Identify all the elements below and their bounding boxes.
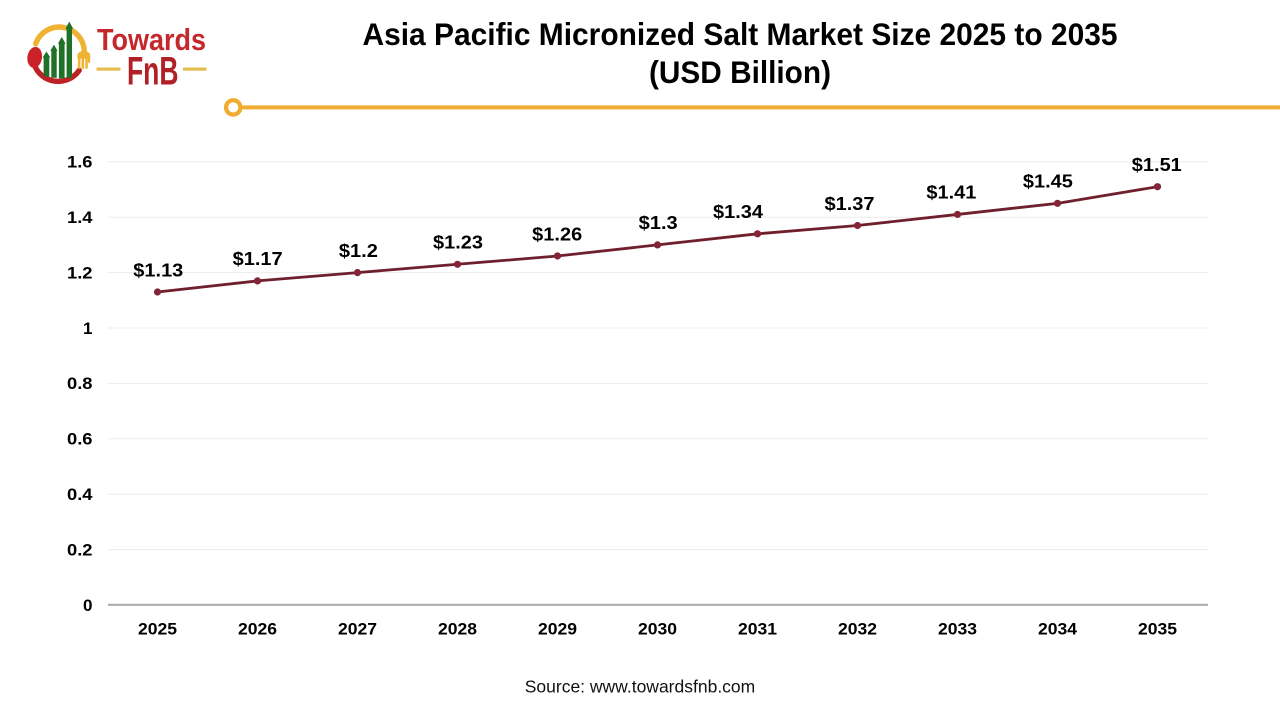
svg-text:$1.2: $1.2 — [339, 241, 378, 261]
svg-text:Source: www.towardsfnb.com: Source: www.towardsfnb.com — [525, 677, 756, 697]
svg-text:2029: 2029 — [538, 620, 577, 639]
svg-text:1.4: 1.4 — [67, 208, 93, 227]
svg-text:2026: 2026 — [238, 620, 277, 639]
svg-text:2034: 2034 — [1038, 620, 1078, 639]
svg-text:2035: 2035 — [1138, 620, 1177, 639]
svg-text:$1.17: $1.17 — [233, 249, 283, 269]
svg-text:$1.26: $1.26 — [532, 224, 582, 244]
svg-text:1: 1 — [83, 319, 92, 338]
svg-text:2032: 2032 — [838, 620, 877, 639]
svg-text:2033: 2033 — [938, 620, 977, 639]
svg-text:2028: 2028 — [438, 620, 477, 639]
svg-text:0: 0 — [83, 596, 92, 615]
svg-text:Towards: Towards — [97, 22, 206, 57]
svg-text:FnB: FnB — [127, 49, 179, 93]
svg-text:0.6: 0.6 — [67, 430, 93, 449]
svg-text:$1.34: $1.34 — [713, 202, 763, 222]
svg-text:(USD Billion): (USD Billion) — [649, 54, 831, 90]
svg-text:$1.45: $1.45 — [1023, 172, 1073, 192]
svg-text:$1.3: $1.3 — [639, 213, 678, 233]
svg-text:Asia Pacific Micronized Salt M: Asia Pacific Micronized Salt Market Size… — [363, 16, 1118, 52]
svg-text:2030: 2030 — [638, 620, 677, 639]
svg-text:0.8: 0.8 — [67, 374, 93, 393]
svg-text:0.2: 0.2 — [67, 540, 93, 559]
svg-text:1.2: 1.2 — [67, 263, 93, 282]
svg-text:2031: 2031 — [738, 620, 777, 639]
svg-text:$1.51: $1.51 — [1132, 155, 1182, 175]
svg-text:0.4: 0.4 — [67, 485, 93, 504]
svg-text:$1.41: $1.41 — [926, 183, 976, 203]
svg-text:$1.37: $1.37 — [825, 194, 875, 214]
svg-text:$1.23: $1.23 — [433, 233, 483, 253]
svg-text:$1.13: $1.13 — [133, 260, 183, 280]
svg-text:1.6: 1.6 — [67, 153, 93, 172]
svg-text:2025: 2025 — [138, 620, 177, 639]
svg-text:2027: 2027 — [338, 620, 377, 639]
